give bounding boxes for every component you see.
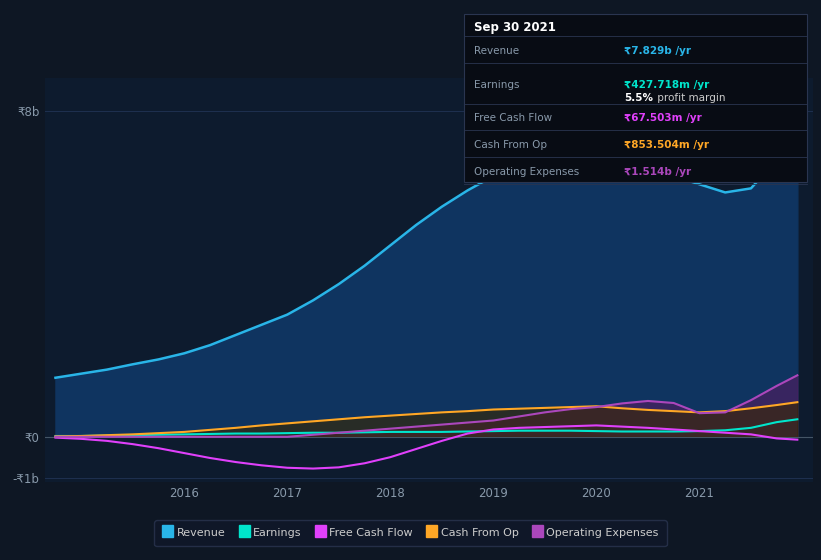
Text: ₹7.829b /yr: ₹7.829b /yr [624,46,691,56]
Text: ₹853.504m /yr: ₹853.504m /yr [624,140,709,150]
Text: Free Cash Flow: Free Cash Flow [474,113,552,123]
Text: ₹427.718m /yr: ₹427.718m /yr [624,81,709,91]
Text: ₹67.503m /yr: ₹67.503m /yr [624,113,702,123]
Text: Earnings: Earnings [474,81,519,91]
Text: Operating Expenses: Operating Expenses [474,167,579,177]
Legend: Revenue, Earnings, Free Cash Flow, Cash From Op, Operating Expenses: Revenue, Earnings, Free Cash Flow, Cash … [154,520,667,546]
Text: Cash From Op: Cash From Op [474,140,547,150]
Text: ₹1.514b /yr: ₹1.514b /yr [624,167,691,177]
Text: 5.5%: 5.5% [624,93,653,103]
Text: profit margin: profit margin [654,93,726,103]
Text: Revenue: Revenue [474,46,519,56]
Text: Sep 30 2021: Sep 30 2021 [474,21,556,34]
